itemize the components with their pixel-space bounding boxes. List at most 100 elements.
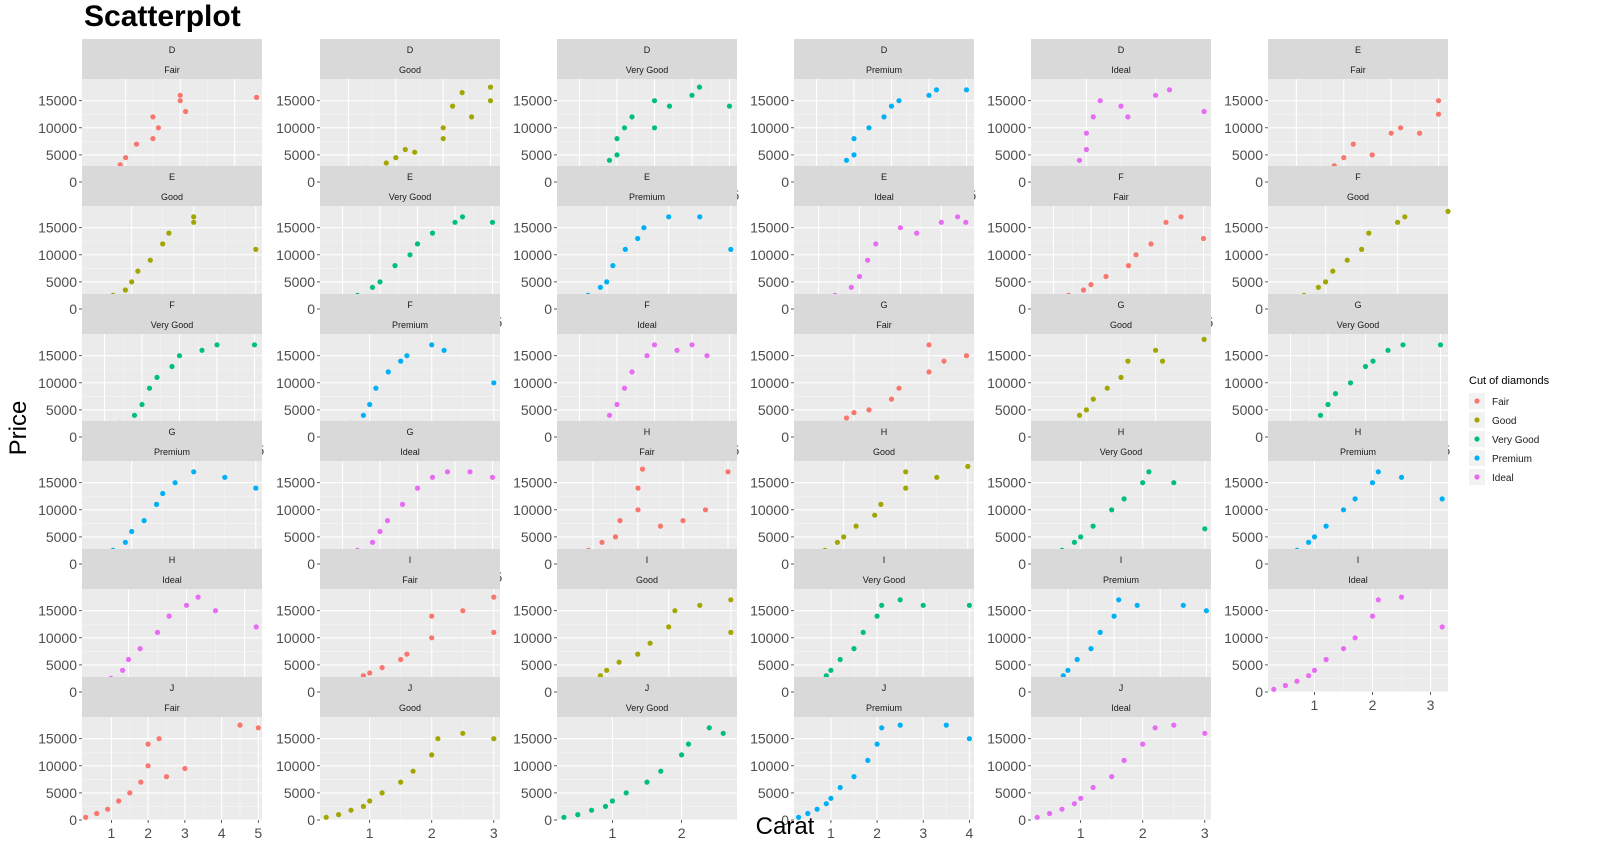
- y-tick-label: 10000: [987, 375, 1026, 391]
- facet-strip: [1268, 166, 1448, 206]
- facet-panel: EPremium050001000015000123: [513, 166, 737, 330]
- x-tick-label: 1: [366, 825, 374, 841]
- facet-strip-color-label: G: [1354, 300, 1361, 310]
- data-point: [177, 92, 183, 98]
- x-tick-label: 2: [678, 825, 686, 841]
- data-point: [704, 353, 710, 359]
- data-point: [614, 152, 620, 158]
- y-tick-label: 15000: [987, 220, 1026, 236]
- facet-strip-cut-label: Very Good: [1337, 320, 1380, 330]
- facet-panel: J Ideal 0 5000 10000 15000 1 2 3: [987, 677, 1211, 841]
- data-point: [725, 469, 731, 475]
- y-tick-label: 10000: [750, 120, 789, 136]
- data-point: [1369, 613, 1376, 619]
- data-point: [647, 640, 653, 646]
- data-point: [459, 214, 466, 220]
- data-point: [1330, 268, 1336, 274]
- data-point: [1109, 774, 1115, 780]
- y-tick-label: 15000: [513, 220, 552, 236]
- legend-item: Good: [1469, 412, 1516, 428]
- data-point: [606, 157, 613, 163]
- data-point: [1282, 682, 1288, 689]
- data-point: [129, 528, 135, 535]
- y-tick-label: 10000: [1224, 120, 1263, 136]
- data-point: [666, 103, 673, 109]
- facet-strip: [557, 677, 737, 717]
- facet-strip-cut-label: Very Good: [1100, 447, 1143, 457]
- legend-swatch: [1474, 474, 1480, 480]
- data-point: [963, 87, 970, 93]
- y-tick-label: 15000: [38, 475, 77, 491]
- data-point: [1103, 273, 1109, 280]
- data-point: [1311, 534, 1318, 540]
- data-point: [1344, 257, 1350, 263]
- data-point: [166, 230, 172, 236]
- facet-strip-color-label: I: [883, 555, 886, 565]
- panel-background: [557, 334, 737, 437]
- data-point: [1200, 235, 1207, 242]
- facet-strip-color-label: J: [882, 683, 887, 693]
- data-point: [881, 114, 887, 120]
- data-point: [487, 84, 494, 90]
- data-point: [604, 667, 610, 673]
- data-point: [460, 730, 466, 736]
- data-point: [635, 235, 641, 242]
- y-tick-label: 15000: [276, 93, 315, 109]
- data-point: [1400, 342, 1406, 348]
- facet-strip-color-label: G: [880, 300, 887, 310]
- data-point: [491, 594, 497, 600]
- x-tick-label: 4: [965, 825, 973, 841]
- facet-strip: [557, 39, 737, 79]
- data-point: [837, 656, 843, 663]
- facet-strip-color-label: E: [169, 172, 175, 182]
- data-point: [1311, 667, 1318, 673]
- data-point: [644, 353, 650, 359]
- data-point: [1201, 108, 1207, 115]
- y-tick-label: 10000: [513, 375, 552, 391]
- facet-strip-cut-label: Very Good: [626, 65, 669, 75]
- data-point: [843, 415, 850, 421]
- data-point: [459, 90, 465, 96]
- facet-strip: [1031, 294, 1211, 334]
- y-tick-label: 10000: [750, 502, 789, 518]
- y-tick-label: 0: [1018, 812, 1026, 828]
- data-point: [199, 347, 205, 353]
- data-point: [697, 214, 703, 220]
- data-point: [392, 263, 398, 269]
- data-point: [1323, 279, 1329, 285]
- y-tick-label: 0: [781, 301, 789, 317]
- y-tick-label: 0: [1255, 429, 1263, 445]
- data-point: [1121, 757, 1127, 764]
- data-point: [943, 722, 949, 728]
- y-tick-label: 10000: [38, 758, 77, 774]
- y-tick-label: 5000: [284, 529, 315, 545]
- data-point: [1178, 214, 1184, 220]
- y-tick-label: 15000: [276, 220, 315, 236]
- y-tick-label: 10000: [987, 502, 1026, 518]
- data-point: [614, 401, 620, 408]
- y-tick-label: 10000: [276, 375, 315, 391]
- data-point: [1417, 130, 1423, 136]
- data-point: [1340, 646, 1347, 652]
- y-tick-label: 15000: [750, 603, 789, 619]
- data-point: [1315, 284, 1321, 290]
- data-point: [369, 284, 376, 290]
- y-tick-label: 5000: [46, 402, 77, 418]
- data-point: [129, 279, 135, 285]
- data-point: [1083, 146, 1089, 153]
- data-point: [1435, 98, 1442, 104]
- data-point: [1369, 152, 1375, 158]
- panel-background: [320, 589, 500, 692]
- panel-background: [82, 79, 262, 182]
- data-point: [966, 602, 973, 608]
- facet-panel: J Good 0 5000 10000 15000 1 2 3: [276, 677, 500, 841]
- facet-strip-color-label: H: [881, 427, 888, 437]
- data-point: [610, 263, 616, 269]
- data-point: [147, 257, 153, 263]
- data-point: [145, 741, 151, 747]
- data-point: [963, 353, 970, 359]
- y-tick-label: 5000: [46, 657, 77, 673]
- y-tick-label: 5000: [46, 529, 77, 545]
